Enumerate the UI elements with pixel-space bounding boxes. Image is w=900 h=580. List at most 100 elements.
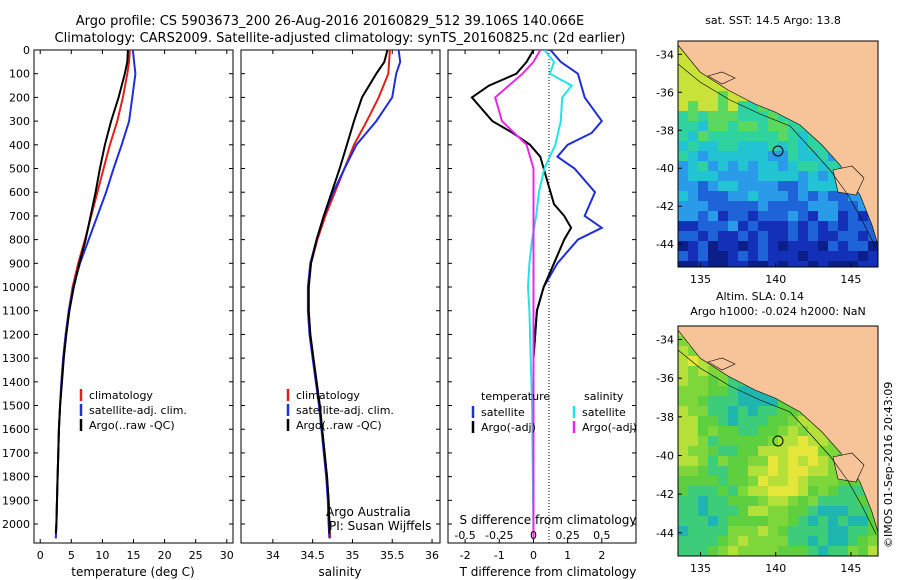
x-tick-label: -1: [494, 549, 505, 562]
depth-tick-label: 1800: [2, 471, 30, 484]
sst-map-panel: sat. SST: 14.5 Argo: 13.8 -34 -36 -38 -40 -4…: [656, 14, 879, 286]
annotation-pi: PI: Susan Wijffels: [329, 519, 431, 533]
legend-label: climatology: [89, 389, 153, 402]
sst-map-image: [678, 41, 878, 267]
diff-line-temperature-argo-adj-: [470, 50, 573, 539]
header-line-1: Argo profile: CS 5903673_200 26-Aug-2016…: [76, 14, 584, 29]
sla-map-kangaroo-island: [707, 357, 736, 371]
map-lat-label: -42: [656, 488, 674, 501]
map-lon-label: 140: [765, 562, 786, 575]
sla-map-panel: Altim. SLA: 0.14 Argo h1000: -0.024 h200…: [656, 290, 879, 575]
temperature-x-ticks: 0 5 10 15 20 25 30: [34, 49, 234, 562]
sla-map-ticks: -34 -36 -38 -40 -42 -44 135 140 145: [656, 334, 861, 575]
depth-tick-label: 100: [9, 68, 30, 81]
sla-argo-marker: [772, 435, 784, 447]
salinity-xlabel: salinity: [318, 565, 361, 579]
map-lon-label: 145: [840, 273, 861, 286]
depth-tick-label: 800: [9, 234, 30, 247]
difference-panel: -2 -1 0 1 2 T difference from climatology S …: [447, 49, 637, 579]
map-lat-label: -44: [656, 527, 674, 540]
sst-map-title: sat. SST: 14.5 Argo: 13.8: [705, 14, 841, 27]
x-tick-label: 30: [220, 549, 234, 562]
difference-x-ticks: -2 -1 0 1 2: [448, 49, 636, 562]
depth-tick-label: 1100: [2, 305, 30, 318]
map-lon-label: 145: [840, 562, 861, 575]
s-diff-tick-label: 0.5: [593, 529, 611, 542]
depth-tick-label: 1200: [2, 328, 30, 341]
depth-tick-label: 1900: [2, 494, 30, 507]
map-lat-label: -40: [656, 449, 674, 462]
x-tick-label: 1: [564, 549, 571, 562]
legend-label: satellite-adj. clim.: [296, 404, 394, 417]
salinity-lines: [306, 50, 402, 539]
sla-map-image: [678, 326, 878, 556]
legend-label: Argo(..raw -QC): [89, 419, 175, 432]
sla-map-tasmania: [832, 452, 865, 483]
salinity-axes: [240, 49, 441, 544]
map-lat-label: -42: [656, 200, 674, 213]
sla-map-shelf-contour: [678, 349, 877, 535]
x-tick-label: 25: [189, 549, 203, 562]
legend-label: Argo(-adj): [481, 421, 536, 434]
x-tick-label: 35.5: [380, 549, 405, 562]
temperature-legend: climatology satellite-adj. clim. Argo(..ra…: [79, 389, 187, 432]
x-tick-label: 10: [95, 549, 109, 562]
depth-tick-label: 300: [9, 115, 30, 128]
difference-legend: temperature salinity satellite Argo(-adj) sa…: [471, 390, 637, 434]
map-lon-label: 140: [765, 273, 786, 286]
map-lon-label: 135: [690, 562, 711, 575]
depth-tick-label: 1700: [2, 447, 30, 460]
legend-title-salinity: salinity: [584, 390, 624, 403]
diff-line-salinity-argo-adj-: [494, 50, 542, 539]
x-tick-label: -2: [460, 549, 471, 562]
temperature-panel: 0100200300400500600700800900100011001200…: [2, 44, 234, 579]
x-tick-label: 34: [266, 549, 280, 562]
map-lat-label: -38: [656, 411, 674, 424]
difference-xlabel: T difference from climatology: [459, 565, 637, 579]
salinity-diff-tick-labels: -0.5 -0.25 0 0.25 0.5: [454, 529, 610, 542]
header-line-2: Climatology: CARS2009. Satellite-adjuste…: [55, 31, 626, 46]
salinity-legend: climatology satellite-adj. clim. Argo(..ra…: [286, 389, 394, 432]
depth-tick-label: 1500: [2, 400, 30, 413]
depth-tick-label: 500: [9, 163, 30, 176]
sla-map-land: [678, 326, 878, 533]
depth-tick-label: 1300: [2, 352, 30, 365]
map-lat-label: -34: [656, 48, 674, 61]
depth-tick-label: 400: [9, 139, 30, 152]
x-tick-label: 0: [530, 549, 537, 562]
depth-tick-label: 1000: [2, 281, 30, 294]
sst-map-ticks: -34 -36 -38 -40 -42 -44 135 140 145: [656, 48, 861, 286]
s-diff-tick-label: -0.5: [454, 529, 475, 542]
legend-label: climatology: [296, 389, 360, 402]
depth-tick-label: 1400: [2, 376, 30, 389]
map-lat-label: -40: [656, 162, 674, 175]
diff-line-salinity-satellite: [526, 50, 574, 539]
sst-map-kangaroo-island: [707, 71, 736, 85]
temperature-axes: [33, 49, 234, 544]
legend-label: Argo(-adj): [582, 421, 637, 434]
x-tick-label: 0: [37, 549, 44, 562]
legend-label: satellite: [582, 406, 626, 419]
legend-label: Argo(..raw -QC): [296, 419, 382, 432]
legend-label: satellite-adj. clim.: [89, 404, 187, 417]
depth-tick-label: 700: [9, 210, 30, 223]
x-tick-label: 34.5: [300, 549, 325, 562]
s-diff-tick-label: -0.25: [485, 529, 513, 542]
sst-map-tasmania: [832, 165, 865, 196]
x-tick-label: 2: [598, 549, 605, 562]
annotation-argo-australia: Argo Australia: [326, 505, 411, 519]
map-lat-label: -36: [656, 86, 674, 99]
depth-tick-label: 900: [9, 257, 30, 270]
x-tick-label: 15: [127, 549, 141, 562]
sst-argo-marker: [772, 145, 784, 157]
difference-lines: [470, 50, 604, 539]
salinity-panel: 34 34.5 35 35.5 36 salinity climatology satel…: [240, 49, 441, 579]
imos-timestamp: ©IMOS 01-Sep-2016 20:43:09: [882, 382, 895, 548]
depth-tick-label: 200: [9, 91, 30, 104]
difference-xlabel-top: S difference from climatology: [460, 513, 637, 527]
s-diff-tick-label: 0.25: [555, 529, 580, 542]
map-lat-label: -44: [656, 238, 674, 251]
temperature-lines: [54, 50, 137, 539]
temperature-xlabel: temperature (deg C): [71, 565, 194, 579]
